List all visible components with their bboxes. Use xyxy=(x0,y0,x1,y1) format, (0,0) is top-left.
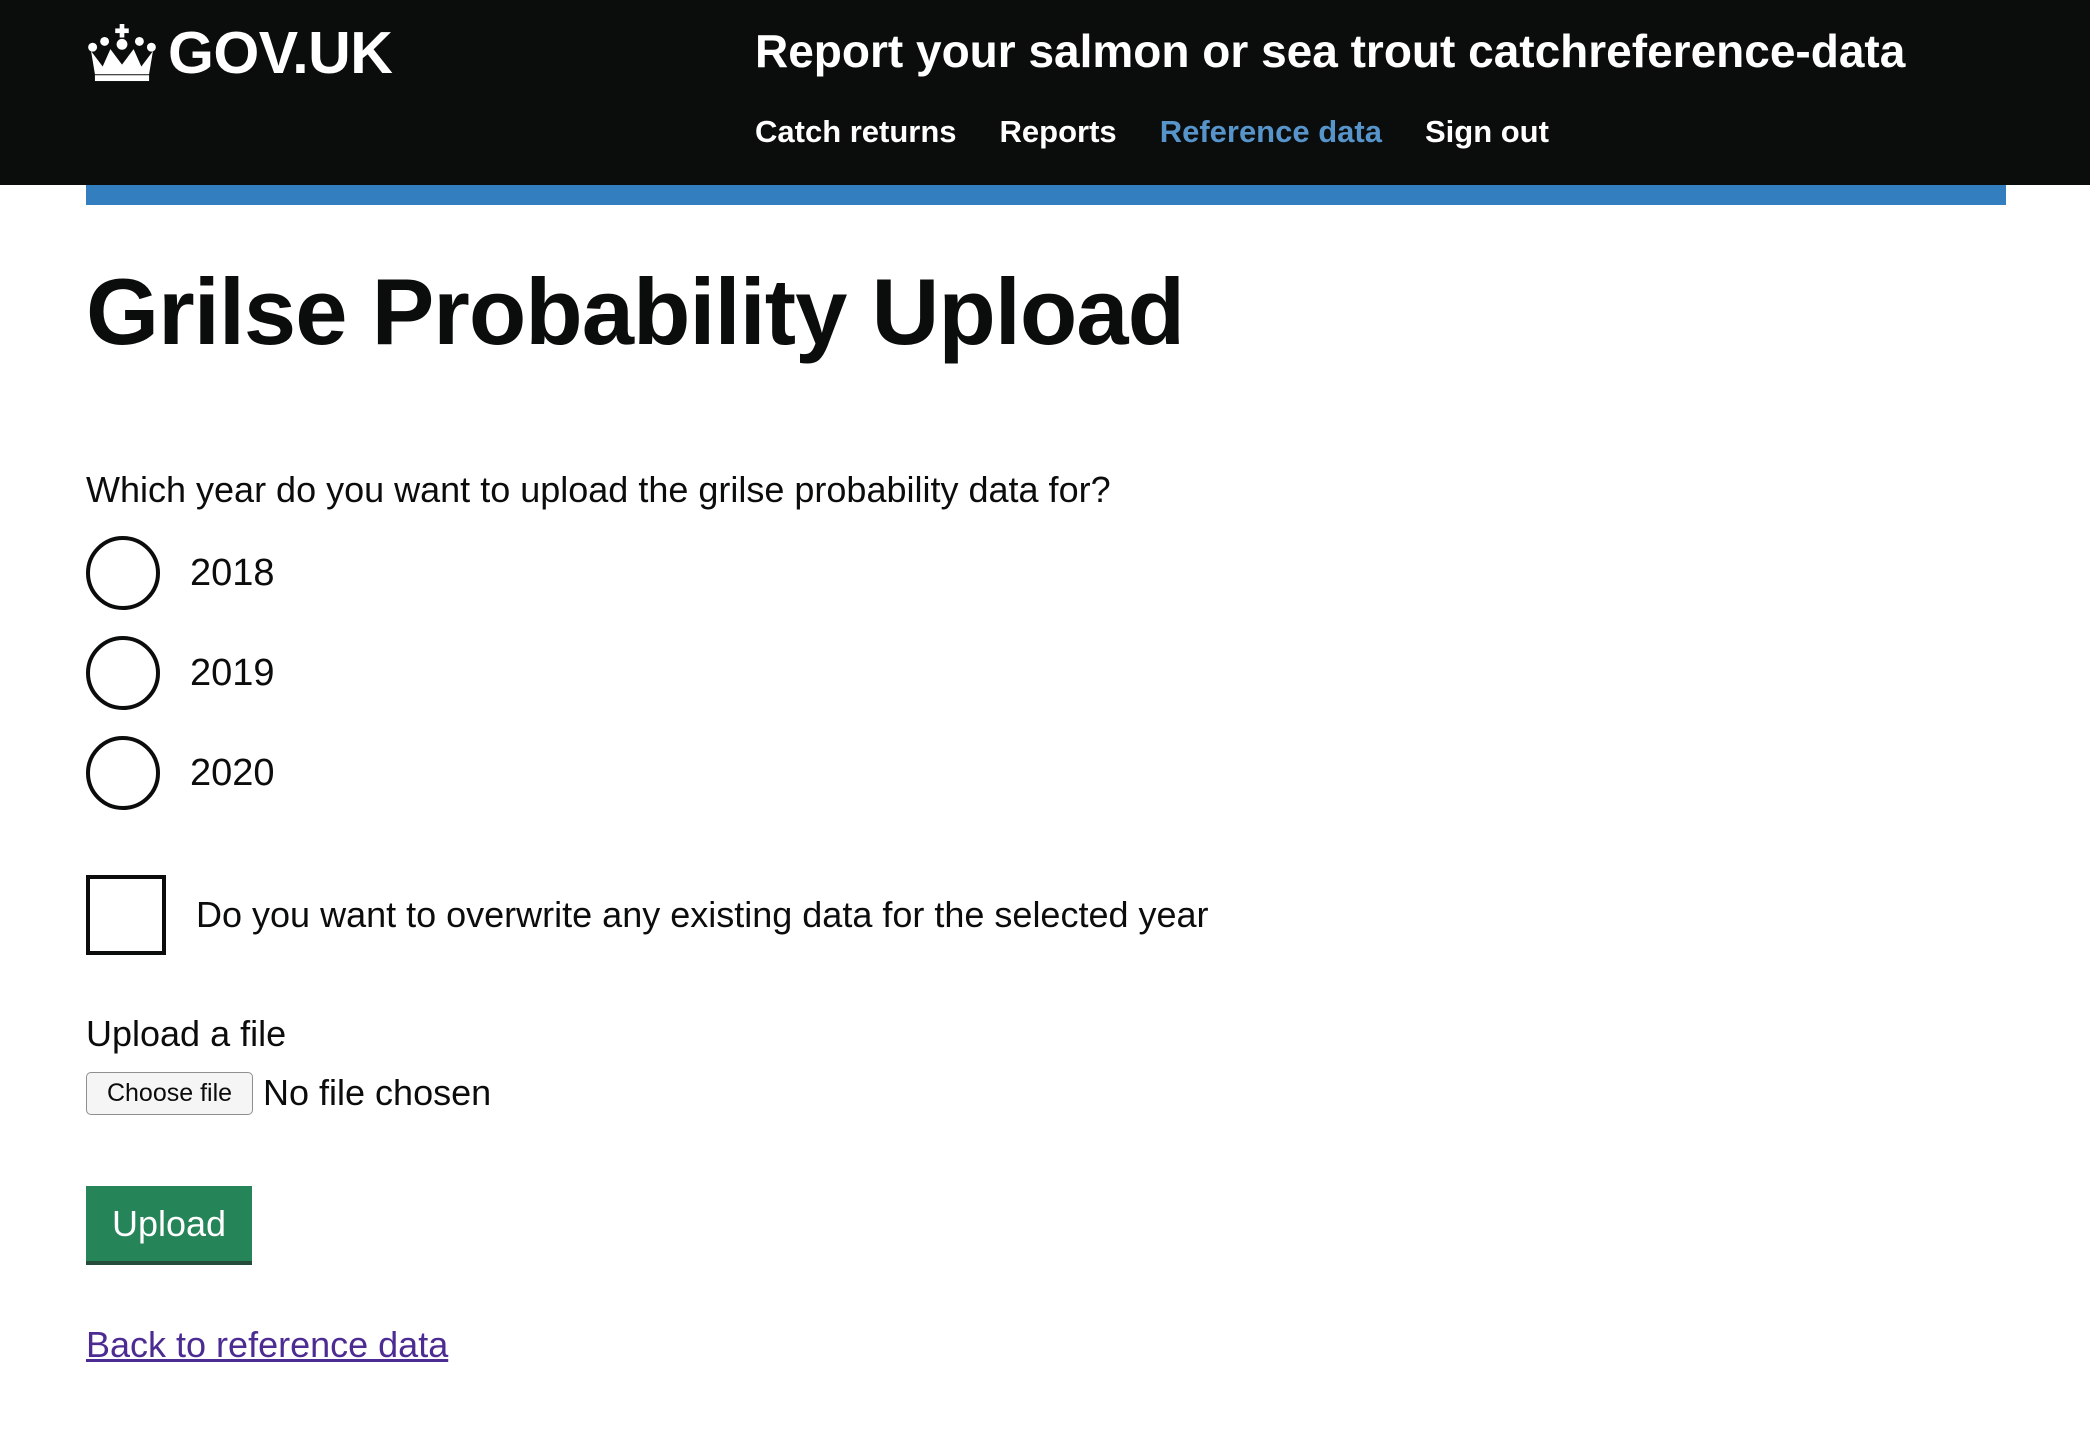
year-question: Which year do you want to upload the gri… xyxy=(86,469,1111,510)
overwrite-label: Do you want to overwrite any existing da… xyxy=(196,894,1209,935)
service-name[interactable]: Report your salmon or sea trout catchref… xyxy=(755,25,1906,77)
overwrite-checkbox[interactable] xyxy=(86,875,166,955)
main-navigation: Catch returns Reports Reference data Sig… xyxy=(755,110,1592,154)
site-header: GOV.UK Report your salmon or sea trout c… xyxy=(0,0,2090,185)
radio-year-2020[interactable]: 2020 xyxy=(86,736,275,810)
radio-button[interactable] xyxy=(86,536,160,610)
back-to-reference-data-link[interactable]: Back to reference data xyxy=(86,1324,449,1365)
nav-link-sign-out[interactable]: Sign out xyxy=(1424,114,1549,149)
nav-link-reports[interactable]: Reports xyxy=(999,114,1117,149)
upload-button[interactable]: Upload xyxy=(86,1186,252,1261)
header-accent-bar xyxy=(86,185,2006,205)
radio-year-2018[interactable]: 2018 xyxy=(86,536,275,610)
radio-button[interactable] xyxy=(86,636,160,710)
radio-label: 2018 xyxy=(190,552,275,594)
nav-link-catch-returns[interactable]: Catch returns xyxy=(755,114,957,149)
logo-text: GOV.UK xyxy=(168,20,393,86)
page-title: Grilse Probability Upload xyxy=(86,259,1185,364)
radio-button[interactable] xyxy=(86,736,160,810)
upload-file-label: Upload a file xyxy=(86,1013,287,1054)
radio-label: 2019 xyxy=(190,652,275,694)
govuk-logo-link[interactable]: GOV.UK xyxy=(86,20,393,86)
radio-year-2019[interactable]: 2019 xyxy=(86,636,275,710)
nav-item-sign-out: Sign out xyxy=(1425,110,1549,154)
nav-item-reference-data: Reference data xyxy=(1160,110,1382,154)
file-status-text: No file chosen xyxy=(263,1072,492,1113)
file-input[interactable]: Choose file No file chosen xyxy=(86,1069,491,1117)
nav-item-catch-returns: Catch returns xyxy=(755,110,957,154)
nav-link-reference-data[interactable]: Reference data xyxy=(1159,114,1382,149)
overwrite-checkbox-item[interactable]: Do you want to overwrite any existing da… xyxy=(86,875,1209,955)
nav-item-reports: Reports xyxy=(1000,110,1117,154)
radio-label: 2020 xyxy=(190,752,275,794)
crown-icon xyxy=(88,24,156,82)
choose-file-button[interactable]: Choose file xyxy=(86,1071,253,1115)
